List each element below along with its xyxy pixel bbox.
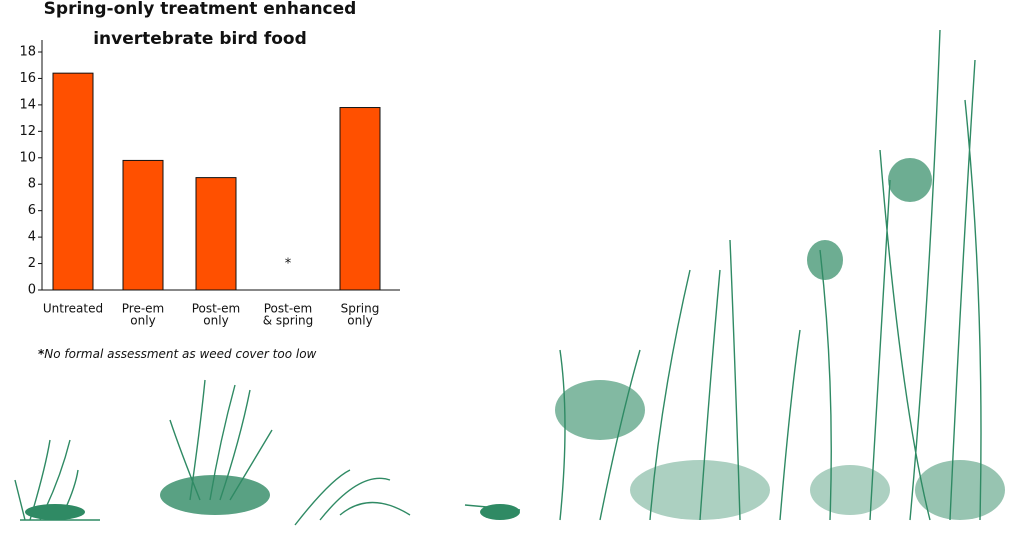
x-tick-label: & spring [263, 314, 314, 328]
bar [195, 177, 237, 291]
chart-title: invertebrate bird food [93, 29, 307, 49]
bar [52, 72, 94, 291]
x-tick-label: only [203, 314, 228, 328]
y-tick-label: 16 [19, 71, 36, 86]
footnote-text: No formal assessment as weed cover too l… [44, 347, 316, 361]
y-tick-label: 10 [19, 150, 36, 165]
y-tick-label: 2 [28, 256, 36, 271]
x-tick-label: only [130, 314, 155, 328]
x-tick-label: Post-em [192, 302, 241, 316]
y-tick-label: 4 [28, 230, 36, 245]
footnote-marker: * [38, 347, 45, 361]
bar [122, 159, 164, 291]
x-tick-label: Untreated [43, 302, 103, 316]
x-tick-label: Spring [341, 302, 380, 316]
value-label: * [285, 257, 292, 272]
x-tick-label: Post-em [264, 302, 313, 316]
bar [339, 107, 381, 291]
y-tick-label: 0 [28, 283, 36, 298]
y-tick-label: 14 [19, 97, 36, 112]
y-tick-label: 6 [28, 203, 36, 218]
y-tick-label: 8 [28, 177, 36, 192]
x-tick-label: Pre-em [122, 302, 164, 316]
x-tick-label: only [347, 314, 372, 328]
decorative-plants [14, 29, 1005, 526]
chart-title: Spring-only treatment enhanced [44, 0, 357, 19]
footnote: *No formal assessment as weed cover too … [38, 347, 317, 361]
y-tick-label: 18 [19, 45, 36, 60]
y-tick-label: 12 [19, 124, 36, 139]
